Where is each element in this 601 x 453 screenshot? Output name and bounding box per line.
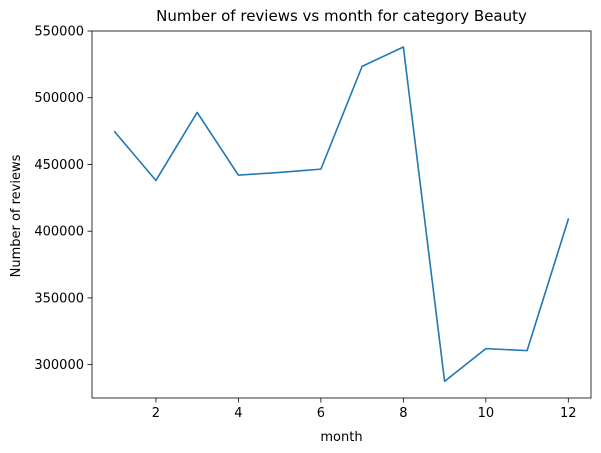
- y-tick-label: 500000: [34, 91, 84, 106]
- x-tick-label: 6: [317, 406, 325, 421]
- x-tick-label: 12: [560, 406, 577, 421]
- series-line: [113, 46, 570, 383]
- plot-area: 2 4 6 8 10 12 300000 350000 400000 450000 500000 55…: [34, 25, 592, 421]
- x-axis-label: month: [320, 430, 362, 445]
- x-tick-label: 10: [478, 406, 495, 421]
- plot-frame: [91, 30, 592, 399]
- x-tick-label: 2: [152, 406, 160, 421]
- y-tick-label: 550000: [34, 25, 84, 40]
- y-axis-label: Number of reviews: [9, 154, 24, 277]
- x-tick-label: 8: [399, 406, 407, 421]
- x-tick-label: 4: [234, 406, 242, 421]
- y-tick-label: 450000: [34, 158, 84, 173]
- chart-title: Number of reviews vs month for category …: [156, 7, 527, 25]
- y-tick-label: 350000: [34, 291, 84, 306]
- y-tick-label: 300000: [34, 358, 84, 373]
- y-tick-label: 400000: [34, 225, 84, 240]
